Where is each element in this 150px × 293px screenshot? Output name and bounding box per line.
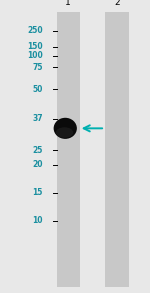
Text: 20: 20	[32, 161, 43, 169]
Bar	[105, 12, 129, 287]
Text: 2: 2	[114, 0, 120, 7]
Text: 1: 1	[65, 0, 71, 7]
Text: 10: 10	[32, 216, 43, 225]
Text: 150: 150	[27, 42, 43, 51]
Text: 50: 50	[32, 85, 43, 94]
Text: 100: 100	[27, 51, 43, 60]
Ellipse shape	[56, 127, 73, 138]
Bar	[57, 12, 80, 287]
Text: 37: 37	[32, 114, 43, 123]
Text: 25: 25	[32, 146, 43, 155]
Ellipse shape	[54, 118, 77, 139]
Text: 75: 75	[32, 63, 43, 72]
Text: 15: 15	[32, 188, 43, 197]
Text: 250: 250	[27, 26, 43, 35]
